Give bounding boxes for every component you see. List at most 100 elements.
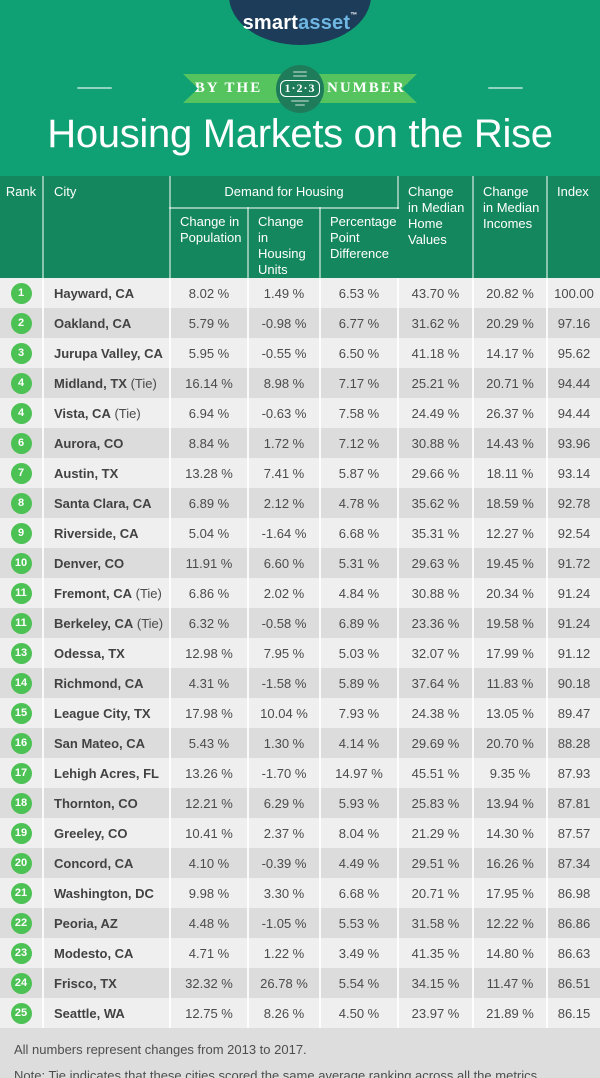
cell-home-values: 29.63 % [398, 548, 474, 578]
cell-housing-units: 2.12 % [248, 488, 321, 518]
cell-population: 6.94 % [170, 398, 249, 428]
rank-badge: 2 [10, 312, 32, 334]
cell-incomes: 18.11 % [473, 458, 548, 488]
city-name: Fremont, CA [54, 585, 132, 601]
cell-home-values: 20.71 % [398, 878, 474, 908]
badge-decor-line [295, 104, 305, 106]
cell-incomes: 21.89 % [473, 998, 548, 1028]
city-cell: Hayward, CA [43, 278, 171, 308]
city-name: Thornton, CO [54, 795, 138, 811]
rank-cell: 23 [0, 938, 44, 968]
cell-ppd: 7.12 % [320, 428, 399, 458]
cell-population: 5.04 % [170, 518, 249, 548]
cell-index: 86.86 [547, 908, 600, 938]
table-header: Rank City Demand for Housing Change in M… [0, 176, 600, 278]
table-row: 1 Hayward, CA 8.02 % 1.49 % 6.53 % 43.70… [0, 278, 600, 308]
cell-population: 11.91 % [170, 548, 249, 578]
cell-incomes: 9.35 % [473, 758, 548, 788]
cell-population: 16.14 % [170, 368, 249, 398]
rank-cell: 22 [0, 908, 44, 938]
city-cell: Fremont, CA (Tie) [43, 578, 171, 608]
cell-incomes: 13.05 % [473, 698, 548, 728]
cell-incomes: 20.82 % [473, 278, 548, 308]
rank-badge: 20 [10, 852, 32, 874]
city-name: Hayward, CA [54, 285, 135, 301]
cell-ppd: 4.14 % [320, 728, 399, 758]
table-row: 13 Odessa, TX 12.98 % 7.95 % 5.03 % 32.0… [0, 638, 600, 668]
cell-housing-units: -0.58 % [248, 608, 321, 638]
table-row: 19 Greeley, CO 10.41 % 2.37 % 8.04 % 21.… [0, 818, 600, 848]
city-cell: Lehigh Acres, FL [43, 758, 171, 788]
rank-cell: 16 [0, 728, 44, 758]
cell-home-values: 45.51 % [398, 758, 474, 788]
footnotes: All numbers represent changes from 2013 … [0, 1028, 600, 1078]
cell-home-values: 25.83 % [398, 788, 474, 818]
cell-index: 97.16 [547, 308, 600, 338]
cell-incomes: 11.83 % [473, 668, 548, 698]
cell-ppd: 6.50 % [320, 338, 399, 368]
city-name: Lehigh Acres, FL [54, 765, 159, 781]
cell-index: 92.78 [547, 488, 600, 518]
rank-badge: 18 [10, 792, 32, 814]
rank-cell: 4 [0, 368, 44, 398]
city-name: Greeley, CO [54, 825, 128, 841]
table-row: 11 Fremont, CA (Tie) 6.86 % 2.02 % 4.84 … [0, 578, 600, 608]
cell-housing-units: -0.63 % [248, 398, 321, 428]
cell-index: 94.44 [547, 398, 600, 428]
city-cell: Frisco, TX [43, 968, 171, 998]
cell-home-values: 31.62 % [398, 308, 474, 338]
table-row: 17 Lehigh Acres, FL 13.26 % -1.70 % 14.9… [0, 758, 600, 788]
cell-incomes: 20.29 % [473, 308, 548, 338]
cell-incomes: 14.43 % [473, 428, 548, 458]
city-cell: Richmond, CA [43, 668, 171, 698]
cell-population: 13.26 % [170, 758, 249, 788]
city-cell: Greeley, CO [43, 818, 171, 848]
cell-housing-units: -1.58 % [248, 668, 321, 698]
cell-housing-units: 1.49 % [248, 278, 321, 308]
cell-ppd: 7.17 % [320, 368, 399, 398]
city-cell: Santa Clara, CA [43, 488, 171, 518]
cell-home-values: 37.64 % [398, 668, 474, 698]
city-name: Denver, CO [54, 555, 125, 571]
cell-population: 6.89 % [170, 488, 249, 518]
banner-label-numbers: NUMBERS [326, 80, 416, 96]
city-name: Concord, CA [54, 855, 134, 871]
banner-right-rule [488, 87, 523, 89]
rank-badge: 8 [10, 492, 32, 514]
city-name: Midland, TX [54, 375, 127, 391]
city-name: League City, TX [54, 705, 151, 721]
footnote-years: All numbers represent changes from 2013 … [14, 1042, 307, 1057]
cell-home-values: 43.70 % [398, 278, 474, 308]
cell-ppd: 6.89 % [320, 608, 399, 638]
cell-home-values: 24.38 % [398, 698, 474, 728]
cell-population: 5.43 % [170, 728, 249, 758]
cell-population: 10.41 % [170, 818, 249, 848]
rank-badge: 1 [10, 282, 32, 304]
smartasset-logo: smartasset™ [229, 0, 371, 45]
cell-housing-units: -0.39 % [248, 848, 321, 878]
cell-index: 86.63 [547, 938, 600, 968]
city-cell: San Mateo, CA [43, 728, 171, 758]
rank-cell: 24 [0, 968, 44, 998]
badge-decor-line [293, 71, 307, 73]
table-row: 15 League City, TX 17.98 % 10.04 % 7.93 … [0, 698, 600, 728]
city-cell: Concord, CA [43, 848, 171, 878]
rank-cell: 2 [0, 308, 44, 338]
cell-home-values: 41.18 % [398, 338, 474, 368]
badge-decor-line [293, 75, 307, 77]
cell-index: 88.28 [547, 728, 600, 758]
cell-housing-units: -1.64 % [248, 518, 321, 548]
column-header-city: City [43, 176, 171, 278]
rank-badge: 23 [10, 942, 32, 964]
cell-home-values: 41.35 % [398, 938, 474, 968]
cell-ppd: 4.49 % [320, 848, 399, 878]
cell-index: 89.47 [547, 698, 600, 728]
rank-cell: 3 [0, 338, 44, 368]
table-row: 6 Aurora, CO 8.84 % 1.72 % 7.12 % 30.88 … [0, 428, 600, 458]
cell-housing-units: 8.98 % [248, 368, 321, 398]
rank-cell: 17 [0, 758, 44, 788]
tie-label: (Tie) [126, 375, 157, 391]
cell-index: 92.54 [547, 518, 600, 548]
city-cell: Oakland, CA [43, 308, 171, 338]
cell-home-values: 35.62 % [398, 488, 474, 518]
